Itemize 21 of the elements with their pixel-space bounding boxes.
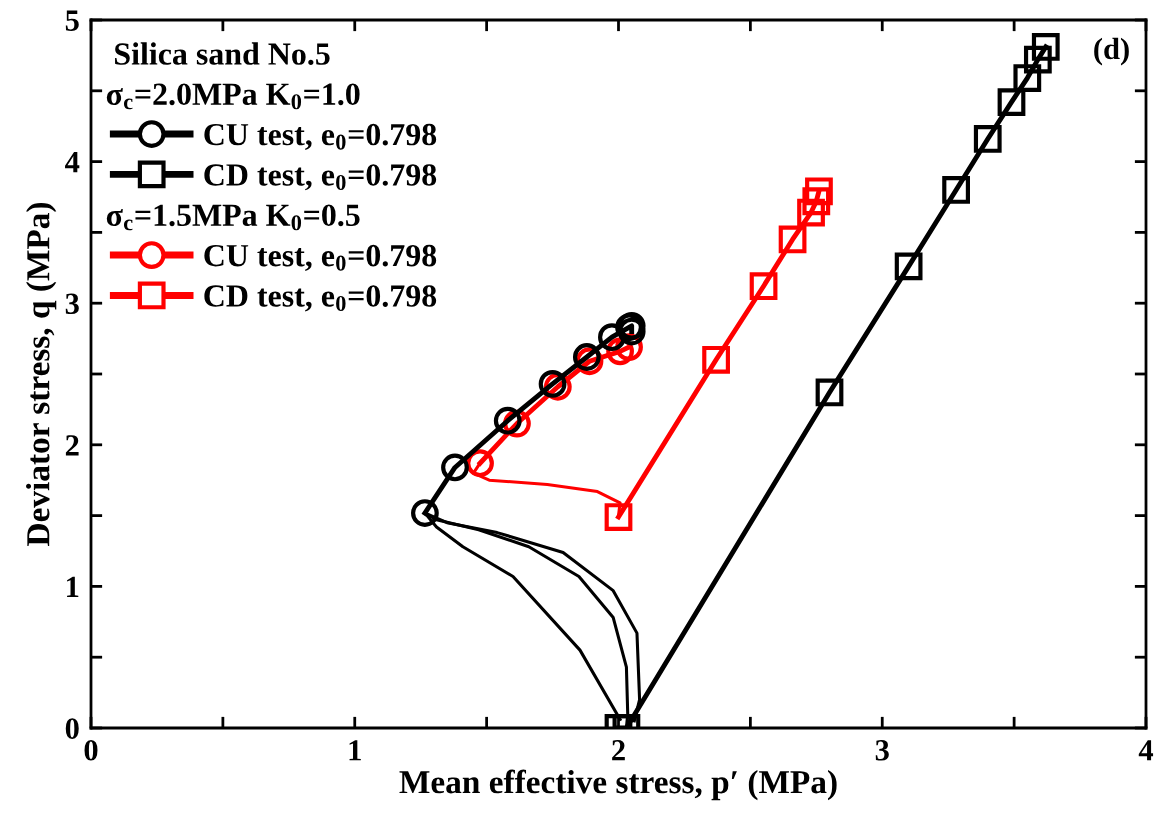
y-tick-label: 1 [67, 576, 79, 597]
y-tick-label: 5 [65, 10, 79, 31]
x-tick-label: 2 [612, 740, 625, 761]
legend-label: CU test, e$_{0}$=0.798 [204, 244, 437, 272]
annotation: σ$_{c}$=1.5MPa K$_{0}$=0.5 [106, 204, 360, 231]
legend-label: CD test, e$_{0}$=0.798 [204, 285, 437, 312]
x-axis-title: Mean effective stress, p′ (MPa) [399, 769, 837, 801]
y-tick-label: 4 [65, 152, 80, 173]
y-tick-label: 2 [65, 435, 79, 456]
y-tick-label: 3 [65, 293, 79, 315]
x-tick-label: 1 [349, 740, 361, 761]
legend-label: CU test, e$_{0}$=0.798 [204, 123, 437, 150]
x-tick-label: 4 [1138, 740, 1154, 761]
x-tick-label: 0 [84, 739, 98, 761]
legend-label: CD test, e$_{0}$=0.798 [204, 164, 437, 191]
annotation: (d) [1094, 37, 1129, 66]
annotation: σ$_{c}$=2.0MPa K$_{0}$=1.0 [106, 83, 360, 110]
y-axis-title: Deviator stress, q (MPa) [26, 202, 57, 546]
x-tick-label: 3 [875, 740, 889, 761]
y-tick-label: 0 [65, 718, 79, 739]
legend-title: Silica sand No.5 [115, 42, 330, 65]
